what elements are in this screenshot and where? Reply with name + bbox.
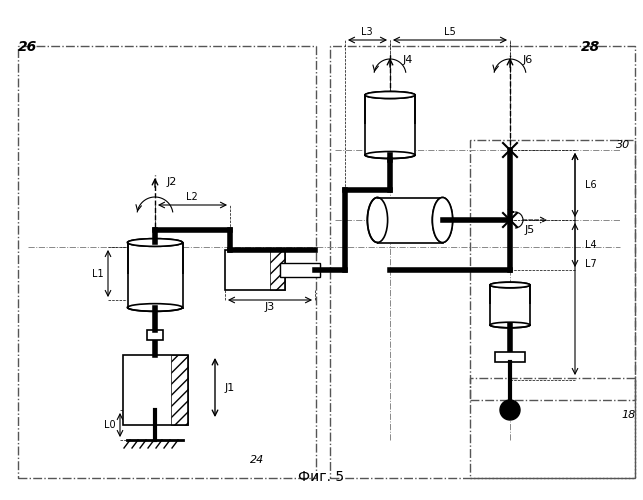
- Ellipse shape: [127, 304, 183, 312]
- Text: L2: L2: [186, 192, 198, 202]
- Bar: [225, 250, 285, 290]
- Text: J3: J3: [265, 302, 275, 312]
- Ellipse shape: [365, 152, 415, 158]
- Circle shape: [500, 400, 520, 420]
- Ellipse shape: [490, 322, 530, 328]
- Text: J6: J6: [523, 55, 533, 65]
- Text: L5: L5: [444, 27, 456, 37]
- Text: 18: 18: [622, 410, 636, 420]
- Text: 24: 24: [250, 455, 264, 465]
- Text: J4: J4: [403, 55, 413, 65]
- Bar: [495, 352, 525, 362]
- Bar: [330, 46, 635, 478]
- Bar: [280, 263, 320, 277]
- Ellipse shape: [432, 198, 453, 242]
- Bar: [470, 378, 635, 478]
- Ellipse shape: [127, 238, 183, 246]
- Bar: [364, 124, 416, 155]
- Text: 26: 26: [18, 40, 37, 54]
- Text: L7: L7: [585, 259, 597, 269]
- Ellipse shape: [367, 198, 388, 242]
- Text: L4: L4: [585, 240, 597, 250]
- Bar: [123, 355, 188, 425]
- Ellipse shape: [432, 198, 453, 242]
- Bar: [365, 95, 415, 155]
- Text: Фиг. 5: Фиг. 5: [298, 470, 344, 484]
- Bar: [18, 46, 316, 478]
- Bar: [270, 250, 285, 290]
- Text: J1: J1: [225, 383, 235, 393]
- Text: J2: J2: [167, 177, 177, 187]
- Ellipse shape: [490, 282, 530, 288]
- Ellipse shape: [490, 282, 530, 288]
- Text: 28: 28: [581, 40, 600, 54]
- Text: 30: 30: [616, 140, 630, 150]
- Bar: [490, 285, 530, 325]
- Ellipse shape: [365, 92, 415, 98]
- Text: L3: L3: [361, 27, 373, 37]
- Text: J5: J5: [525, 225, 535, 235]
- Text: L1: L1: [92, 269, 104, 279]
- Text: L6: L6: [585, 180, 597, 190]
- Text: L0: L0: [104, 420, 116, 430]
- Bar: [127, 242, 183, 308]
- Bar: [147, 330, 163, 340]
- Ellipse shape: [365, 92, 415, 98]
- Bar: [489, 304, 531, 325]
- Bar: [171, 355, 188, 425]
- Ellipse shape: [127, 238, 183, 246]
- Bar: [377, 196, 444, 244]
- Bar: [470, 140, 635, 400]
- Bar: [377, 198, 442, 242]
- Bar: [127, 274, 183, 308]
